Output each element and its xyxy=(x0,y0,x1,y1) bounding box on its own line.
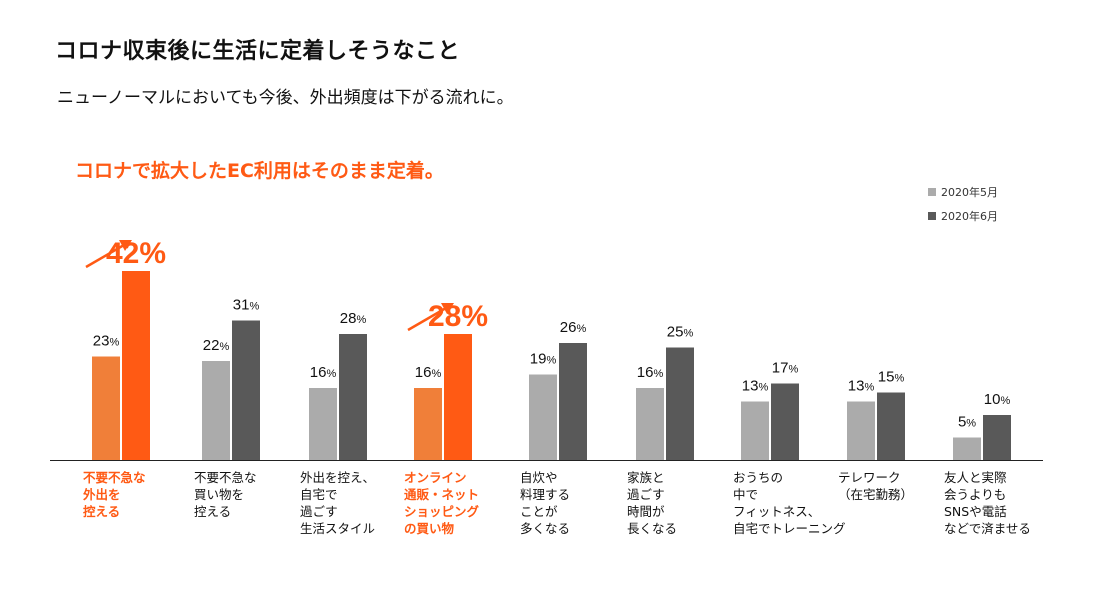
bar-may-2 xyxy=(309,388,337,460)
legend-item-june: 2020年6月 xyxy=(928,208,998,224)
legend-label-may: 2020年5月 xyxy=(941,186,998,199)
data-label-may-4: 19% xyxy=(530,351,557,368)
data-label-june-6: 17% xyxy=(772,360,799,377)
category-label-8: 友人と実際 会うよりも SNSや電話 などで済ませる xyxy=(944,470,1031,536)
bar-may-0 xyxy=(92,356,120,460)
bar-june-0 xyxy=(122,271,150,460)
legend-swatch-may xyxy=(928,188,936,196)
data-label-may-8: 5% xyxy=(958,414,976,431)
data-label-june-2: 28% xyxy=(340,310,367,327)
legend-label-june: 2020年6月 xyxy=(941,210,998,223)
data-label-may-6: 13% xyxy=(742,378,769,395)
data-label-june-0: 42% xyxy=(106,237,166,270)
headline: コロナで拡大したEC利用はそのまま定着。 xyxy=(75,160,444,182)
category-label-2: 外出を控え、 自宅で 過ごす 生活スタイル xyxy=(300,470,376,536)
category-label-6: おうちの 中で フィットネス、 自宅でトレーニング xyxy=(733,470,846,536)
page-title: コロナ収束後に生活に定着しそうなこと xyxy=(55,39,461,64)
bar-june-4 xyxy=(559,343,587,460)
bar-may-1 xyxy=(202,361,230,460)
bar-may-4 xyxy=(529,374,557,460)
bar-june-6 xyxy=(771,383,799,460)
page-subtitle: ニューノーマルにおいても今後、外出頻度は下がる流れに。 xyxy=(57,88,514,108)
data-label-june-3: 28% xyxy=(428,300,488,333)
bar-may-8 xyxy=(953,437,981,460)
data-label-june-1: 31% xyxy=(233,297,260,314)
data-label-june-8: 10% xyxy=(984,391,1011,408)
category-label-0: 不要不急な 外出を 控える xyxy=(83,470,146,519)
bar-june-8 xyxy=(983,415,1011,460)
bar-may-7 xyxy=(847,401,875,460)
category-label-4: 自炊や 料理する ことが 多くなる xyxy=(520,470,571,536)
data-label-june-4: 26% xyxy=(560,319,587,336)
data-label-may-3: 16% xyxy=(415,364,442,381)
data-label-may-2: 16% xyxy=(310,364,337,381)
trend-arrow-head-3 xyxy=(441,303,454,314)
bar-june-1 xyxy=(232,320,260,460)
category-label-3: オンライン 通販・ネット ショッピング の買い物 xyxy=(404,470,480,536)
trend-arrow-head-0 xyxy=(119,240,132,251)
legend-item-may: 2020年5月 xyxy=(928,184,998,200)
bar-june-3 xyxy=(444,334,472,460)
data-label-may-5: 16% xyxy=(637,364,664,381)
data-label-may-7: 13% xyxy=(848,378,875,395)
category-label-1: 不要不急な 買い物を 控える xyxy=(194,470,257,519)
data-label-june-5: 25% xyxy=(667,324,694,341)
category-label-5: 家族と 過ごす 時間が 長くなる xyxy=(627,470,678,536)
bar-june-5 xyxy=(666,347,694,460)
trend-arrow-line-3 xyxy=(407,306,447,332)
category-label-7: テレワーク （在宅勤務） xyxy=(838,470,914,502)
data-label-june-7: 15% xyxy=(878,369,905,386)
bar-june-7 xyxy=(877,392,905,460)
bar-may-6 xyxy=(741,401,769,460)
trend-arrow-line-0 xyxy=(85,243,125,269)
legend-swatch-june xyxy=(928,212,936,220)
data-label-may-1: 22% xyxy=(203,337,230,354)
bar-may-5 xyxy=(636,388,664,460)
bar-may-3 xyxy=(414,388,442,460)
bar-june-2 xyxy=(339,334,367,460)
data-label-may-0: 23% xyxy=(93,333,120,350)
